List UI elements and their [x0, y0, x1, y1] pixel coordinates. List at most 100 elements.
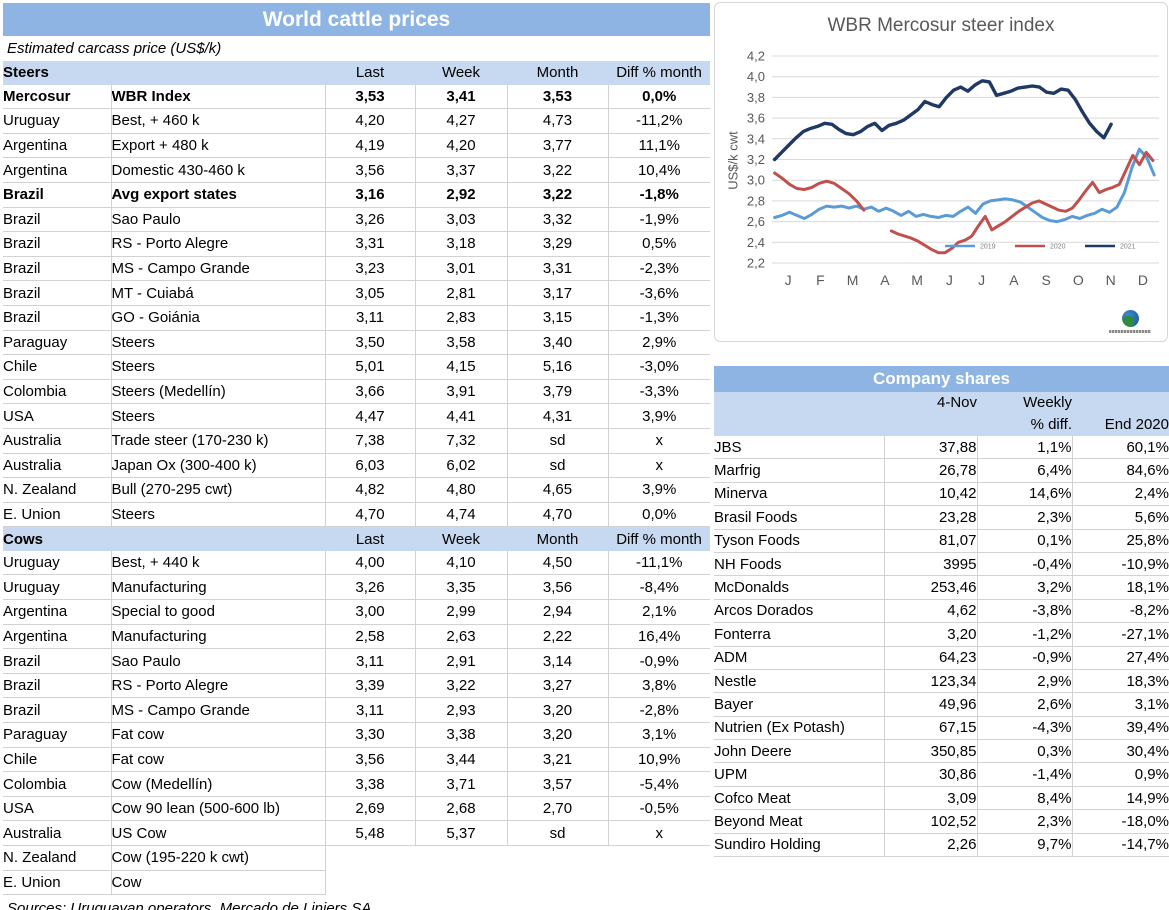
value-cell: 3,44 [415, 747, 508, 773]
description-cell: Steers [111, 403, 326, 429]
price-row: Brazil RS - Porto Alegre 3,31 3,18 3,29 0,5% [3, 231, 710, 257]
y-tick-label: 2,6 [747, 214, 765, 229]
description-cell: Domestic 430-460 k [111, 157, 326, 183]
chart-title: WBR Mercosur steer index [827, 15, 1055, 36]
country-cell: Brazil [3, 305, 112, 331]
value-cell: 4,50 [507, 550, 609, 576]
country-cell: USA [3, 796, 112, 822]
value-cell: 3,50 [325, 330, 416, 356]
country-cell: Australia [3, 453, 112, 479]
price-row: N. Zealand Cow (195-220 k cwt) [3, 845, 710, 871]
value-cell: 10,9% [608, 747, 710, 773]
value-cell: x [608, 428, 710, 454]
weekly-diff-cell: -0,4% [977, 552, 1073, 577]
weekly-diff-cell: 9,7% [977, 833, 1073, 858]
shares-header-weekly: Weekly % diff. [1023, 394, 1072, 433]
weekly-diff-cell: 2,6% [977, 692, 1073, 717]
price-row: Brazil MS - Campo Grande 3,23 3,01 3,31 -2,3% [3, 256, 710, 282]
company-cell: Cofco Meat [714, 786, 885, 811]
end2020-cell: -8,2% [1072, 599, 1169, 624]
value-cell: 3,01 [415, 256, 508, 282]
price-row: Paraguay Fat cow 3,30 3,38 3,20 3,1% [3, 722, 710, 748]
weekly-diff-cell: 3,2% [977, 575, 1073, 600]
value-cell: 3,8% [608, 673, 710, 699]
company-cell: John Deere [714, 739, 885, 764]
value-cell: 3,32 [507, 207, 609, 233]
price-row: USA Cow 90 lean (500-600 lb) 2,69 2,68 2,70-… [3, 796, 710, 822]
country-cell: Australia [3, 428, 112, 454]
value-cell: 3,23 [325, 256, 416, 282]
value-cell: -11,2% [608, 108, 710, 134]
value-cell: 3,03 [415, 207, 508, 233]
country-cell: E. Union [3, 502, 112, 528]
description-cell: Special to good [111, 599, 326, 625]
price-cell: 10,42 [884, 482, 978, 507]
country-cell: Brazil [3, 648, 112, 674]
series-2020-line [889, 150, 1155, 255]
country-cell: Brazil [3, 182, 112, 208]
end2020-cell: 3,1% [1072, 692, 1169, 717]
value-cell: 4,80 [415, 477, 508, 503]
value-cell: -0,5% [608, 796, 710, 822]
share-row: JBS 37,88 1,1% 60,1% [714, 436, 1169, 460]
value-cell: 3,11 [325, 697, 416, 724]
country-cell: Chile [3, 354, 112, 380]
price-cell: 64,23 [884, 646, 978, 670]
company-cell: Arcos Dorados [714, 599, 885, 624]
value-cell: 7,38 [325, 428, 416, 454]
value-cell: 6,02 [415, 453, 508, 479]
value-cell: 4,15 [415, 354, 508, 380]
value-cell [507, 870, 608, 895]
share-row: Minerva 10,42 14,6% 2,4% [714, 482, 1169, 507]
company-cell: UPM [714, 762, 885, 787]
value-cell: 3,35 [415, 574, 508, 601]
price-row: USA Steers 4,47 4,41 4,31 3,9% [3, 403, 710, 429]
section-header-row: Cows Last Week Month Diff % month [3, 526, 710, 551]
price-row: Argentina Domestic 430-460 k 3,56 3,37 3,22 1… [3, 157, 710, 183]
value-cell: 4,47 [325, 403, 416, 429]
price-row: Colombia Cow (Medellín) 3,38 3,71 3,57 -5,4% [3, 771, 710, 797]
weekly-diff-cell: 8,4% [977, 786, 1073, 811]
value-cell: 5,37 [415, 820, 508, 846]
value-cell: 3,26 [325, 207, 416, 233]
price-row: N. Zealand Bull (270-295 cwt) 4,82 4,80 4,65… [3, 477, 710, 503]
weekly-diff-cell: 2,9% [977, 669, 1073, 694]
y-tick-label: 2,8 [747, 193, 765, 208]
price-row: Argentina Special to good 3,00 2,99 2,94 2,1% [3, 599, 710, 625]
value-cell: 2,68 [415, 796, 508, 822]
share-row: ADM 64,23 -0,9% 27,4% [714, 646, 1169, 670]
country-cell: Paraguay [3, 330, 112, 356]
description-cell: Steers [111, 354, 326, 380]
value-cell: 4,70 [507, 502, 609, 528]
value-cell: 3,26 [325, 574, 416, 601]
x-tick-label: J [946, 272, 953, 288]
weekly-diff-cell: -3,8% [977, 599, 1073, 624]
column-header: Month [507, 526, 608, 551]
value-cell: -1,8% [608, 182, 710, 208]
end2020-cell: 14,9% [1072, 786, 1169, 811]
value-cell: 4,82 [325, 477, 416, 503]
shares-header-end2020: End 2020 [1104, 416, 1169, 433]
value-cell: 2,22 [507, 624, 609, 650]
value-cell: 3,79 [507, 379, 609, 405]
value-cell: 3,41 [415, 84, 508, 110]
value-cell: 3,17 [507, 280, 609, 306]
value-cell: 3,71 [415, 771, 508, 797]
price-row: Australia Japan Ox (300-400 k) 6,03 6,02 sd x [3, 453, 710, 479]
description-cell: Cow [111, 870, 326, 896]
price-row: Colombia Steers (Medellín) 3,66 3,91 3,79 -3,… [3, 379, 710, 405]
weekly-diff-cell: 2,3% [977, 505, 1073, 530]
y-tick-label: 4,2 [747, 49, 765, 64]
value-cell: 2,93 [415, 697, 508, 724]
x-tick-label: N [1106, 272, 1116, 288]
description-cell: Fat cow [111, 747, 326, 773]
weekly-diff-cell: 0,3% [977, 739, 1073, 764]
share-row: John Deere 350,85 0,3% 30,4% [714, 739, 1169, 764]
country-cell: Uruguay [3, 108, 112, 134]
value-cell: 3,15 [507, 305, 609, 331]
country-cell: Brazil [3, 697, 112, 724]
y-tick-label: 2,2 [747, 256, 765, 271]
description-cell: GO - Goiánia [111, 305, 326, 331]
weekly-diff-cell: 1,1% [977, 436, 1073, 460]
value-cell: -0,9% [608, 648, 710, 674]
